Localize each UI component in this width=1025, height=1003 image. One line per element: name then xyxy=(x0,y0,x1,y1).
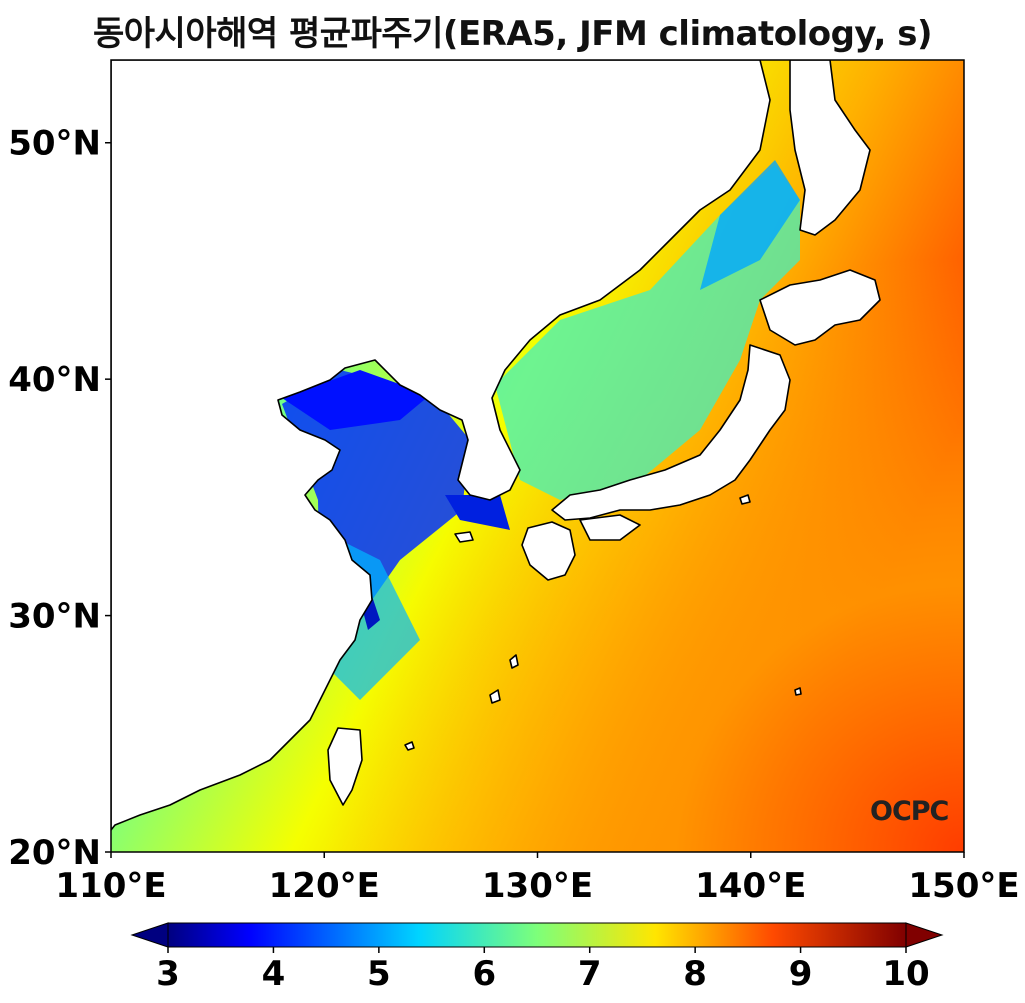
latitude-axis: 20°N 30°N 40°N 50°N xyxy=(8,124,111,873)
colorbar-bar xyxy=(167,922,907,948)
lon-tick-label: 110°E xyxy=(55,866,166,906)
lon-tick-label: 140°E xyxy=(695,866,806,906)
wave-period-field xyxy=(111,60,964,852)
colorbar-tick-label: 5 xyxy=(367,954,391,994)
colorbar-tick-label: 10 xyxy=(882,954,929,994)
colorbar-tick-label: 4 xyxy=(262,954,286,994)
colorbar-tick-label: 6 xyxy=(472,954,496,994)
colorbar-tick-label: 7 xyxy=(578,954,602,994)
colorbar-extend-max xyxy=(905,922,944,948)
lon-tick-label: 120°E xyxy=(269,866,380,906)
lat-tick-label: 30°N xyxy=(8,597,101,637)
land-mass xyxy=(111,60,881,831)
map-title: 동아시아해역 평균파주기(ERA5, JFM climatology, s) xyxy=(93,14,932,54)
lat-tick-label: 50°N xyxy=(8,124,101,164)
longitude-axis: 110°E 120°E 130°E 140°E 150°E xyxy=(55,852,1020,906)
colorbar-tick-label: 8 xyxy=(683,954,707,994)
colorbar-extend-min xyxy=(130,922,169,948)
lat-tick-label: 20°N xyxy=(8,833,101,873)
ocpc-watermark: OCPC xyxy=(870,796,949,827)
lat-tick-label: 40°N xyxy=(8,360,101,400)
colorbar-tick-label: 3 xyxy=(156,954,180,994)
lon-tick-label: 130°E xyxy=(482,866,593,906)
colorbar-tick-label: 9 xyxy=(789,954,813,994)
lon-tick-label: 150°E xyxy=(908,866,1019,906)
colorbar: 3 4 5 6 7 8 9 10 xyxy=(130,922,944,994)
